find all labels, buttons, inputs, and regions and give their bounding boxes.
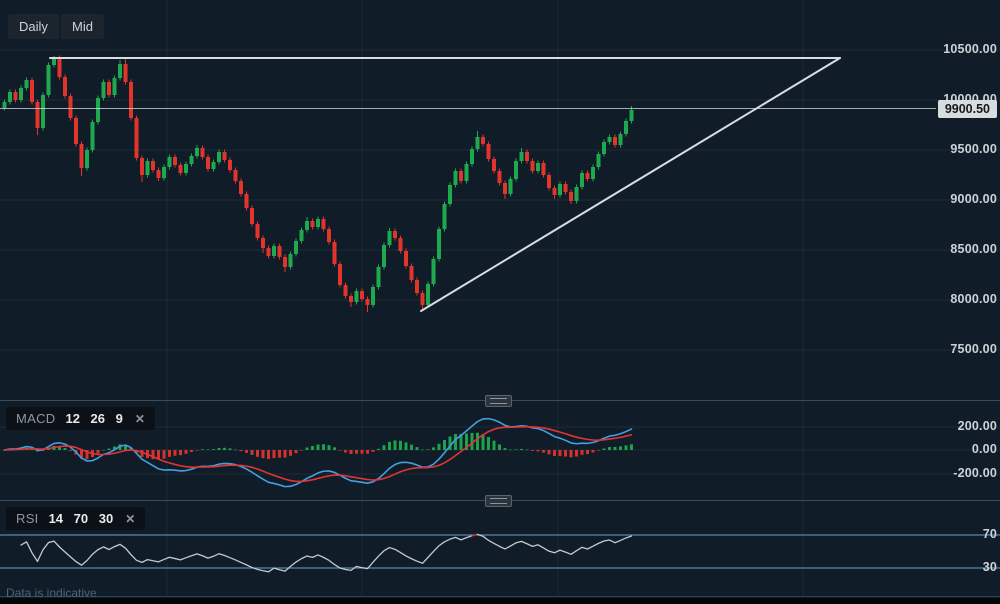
rsi-pane-resize-handle[interactable] [485, 495, 512, 507]
rsi-params: 14 70 30 [48, 511, 114, 526]
rsi-legend[interactable]: RSI 14 70 30 ✕ [6, 507, 146, 530]
rsi-remove-button[interactable]: ✕ [125, 511, 136, 526]
macd-axis-label: 0.00 [971, 442, 997, 456]
macd-legend[interactable]: MACD 12 26 9 ✕ [6, 407, 155, 430]
price-axis-label: 10500.00 [943, 42, 997, 56]
price-axis-label: 8000.00 [950, 292, 997, 306]
data-indicative-note: Data is indicative [6, 586, 97, 600]
price-axis-label: 7500.00 [950, 342, 997, 356]
price-type-mid-button[interactable]: Mid [61, 14, 104, 39]
macd-axis-label: 200.00 [957, 419, 997, 433]
macd-title: MACD [16, 411, 56, 426]
price-axis-label: 9000.00 [950, 192, 997, 206]
rsi-axis-label: 70 [982, 527, 997, 541]
price-axis-label: 8500.00 [950, 242, 997, 256]
current-price-label: 9900.50 [937, 100, 997, 118]
macd-axis-label: -200.00 [953, 466, 997, 480]
macd-remove-button[interactable]: ✕ [134, 411, 145, 426]
timeframe-daily-button[interactable]: Daily [8, 14, 59, 39]
macd-pane-resize-handle[interactable] [485, 395, 512, 407]
rsi-axis-label: 30 [982, 560, 997, 574]
bottom-strip [0, 598, 1000, 604]
price-axis-label: 9500.00 [950, 142, 997, 156]
macd-params: 12 26 9 [65, 411, 123, 426]
rsi-title: RSI [16, 511, 39, 526]
